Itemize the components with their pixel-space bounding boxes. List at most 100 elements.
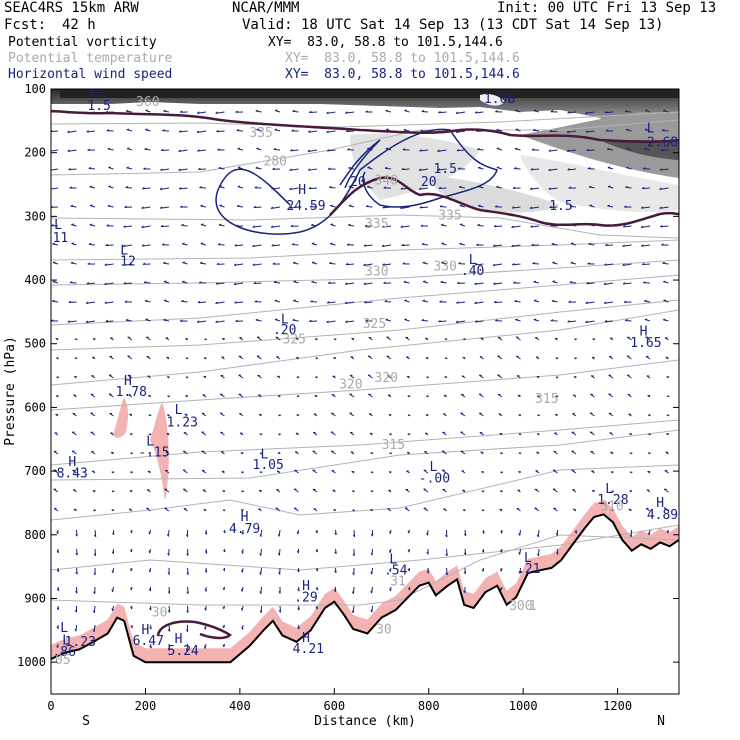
wind-arrow-head [330,242,333,245]
wind-arrow-head [185,648,188,651]
pv-label: L [261,447,269,462]
wind-arrow-head [105,319,109,323]
wind-arrow-head [441,242,445,245]
pv-label: L [524,551,532,566]
wind-arrow-head [89,204,93,206]
wind-arrow-head [585,301,589,304]
wind-arrow-head [289,187,292,190]
wind-arrow-head [455,320,459,323]
wind-arrow-head [365,205,369,208]
wind-arrow-head [163,299,167,302]
wind-arrow-head [518,571,521,574]
wind-arrow-head [347,148,350,151]
wind-arrow-head [52,261,56,264]
wind-arrow-head [163,109,166,112]
y-tick-label: 300 [24,209,46,223]
wind-arrow [352,586,355,594]
field-label-pv: Potential vorticity [8,35,157,50]
wind-arrow-head [75,571,78,575]
wind-arrow-head [419,149,422,152]
pv-label: L [120,244,128,259]
wind-arrow-head [644,147,647,150]
wind-arrow-head [93,553,96,557]
wind-arrow-head [422,261,426,264]
wind-arrow-head [550,319,554,322]
wind-arrow-head [556,552,559,555]
wind-arrow-head [463,590,466,594]
pv-label: H [241,510,249,525]
wind-arrow-head [222,587,225,591]
wind-arrow-head [496,147,500,150]
wind-arrow-head [481,550,485,553]
wind-arrow-head [624,205,627,208]
theta-contour [51,214,679,239]
wind-arrow-head [348,223,351,226]
wind-arrow-head [311,242,315,245]
wind-arrow-head [330,204,333,207]
wind-arrow [401,244,410,247]
wind-arrow-head [551,242,555,245]
wind-arrow-head [385,147,389,150]
forecast-label: Fcst: [4,17,47,33]
wind-arrow-head [259,572,262,575]
wind-arrow-head [217,148,220,151]
wind-arrow-head [403,280,407,283]
wind-arrow-head [86,130,89,133]
wind-arrow [419,187,429,190]
wind-arrow-head [605,243,608,246]
wind-arrow-head [455,111,459,114]
wind-arrow-head [401,167,405,171]
wind-arrow-head [365,110,368,113]
x-axis-label: Distance (km) [314,714,416,729]
wind-arrow-head [70,261,74,264]
wind-arrow-head [587,167,591,170]
wind-arrow [604,320,614,323]
wind-arrow-head [426,551,429,555]
wind-arrow [253,206,262,209]
wind-arrow-head [254,300,258,303]
wind-arrow-head [493,224,497,228]
pv-label: 340 [375,174,398,189]
wind-arrow-head [641,186,645,190]
wind-arrow-head [51,224,54,227]
wind-arrow [234,301,244,304]
wind-arrow-head [661,243,664,246]
wind-arrow-head [292,261,296,264]
wind-arrow [168,605,171,613]
theta-label: 330 [365,265,388,280]
wind-arrow-head [163,280,167,283]
wind-arrow-head [604,110,608,114]
wind-arrow-head [108,185,111,188]
wind-arrow-head [148,588,151,592]
wind-arrow-head [87,262,91,265]
wind-arrow-head [182,280,185,283]
wind-arrow [104,282,114,285]
wind-arrow [260,586,262,594]
wind-arrow-head [604,263,607,266]
terrain-fill [51,514,679,694]
pv-label: 1.23 [65,635,96,650]
wind-arrow-head [259,534,262,537]
wind-arrow [273,148,281,151]
wind-arrow-head [513,167,517,169]
theta-label: 280 [264,154,287,169]
wind-arrow [511,244,521,247]
wind-arrow [326,130,336,133]
wind-arrow [548,187,558,190]
wind-arrow [586,282,595,285]
wind-arrow-head [198,281,202,284]
wind-arrow [141,206,151,209]
wind-arrow-head [404,299,407,302]
wind-arrow-head [196,130,200,133]
wind-arrow-head [186,610,189,613]
wind-arrow [642,263,651,266]
wind-arrow-head [75,533,78,537]
pv-label: L [175,403,183,418]
wind-arrow-head [126,166,130,169]
wind-arrow [252,263,262,266]
wind-arrow-head [334,532,337,536]
wind-arrow [446,548,448,557]
wind-arrow [67,320,77,323]
wind-arrow-head [236,204,240,207]
wind-arrow [660,168,669,171]
